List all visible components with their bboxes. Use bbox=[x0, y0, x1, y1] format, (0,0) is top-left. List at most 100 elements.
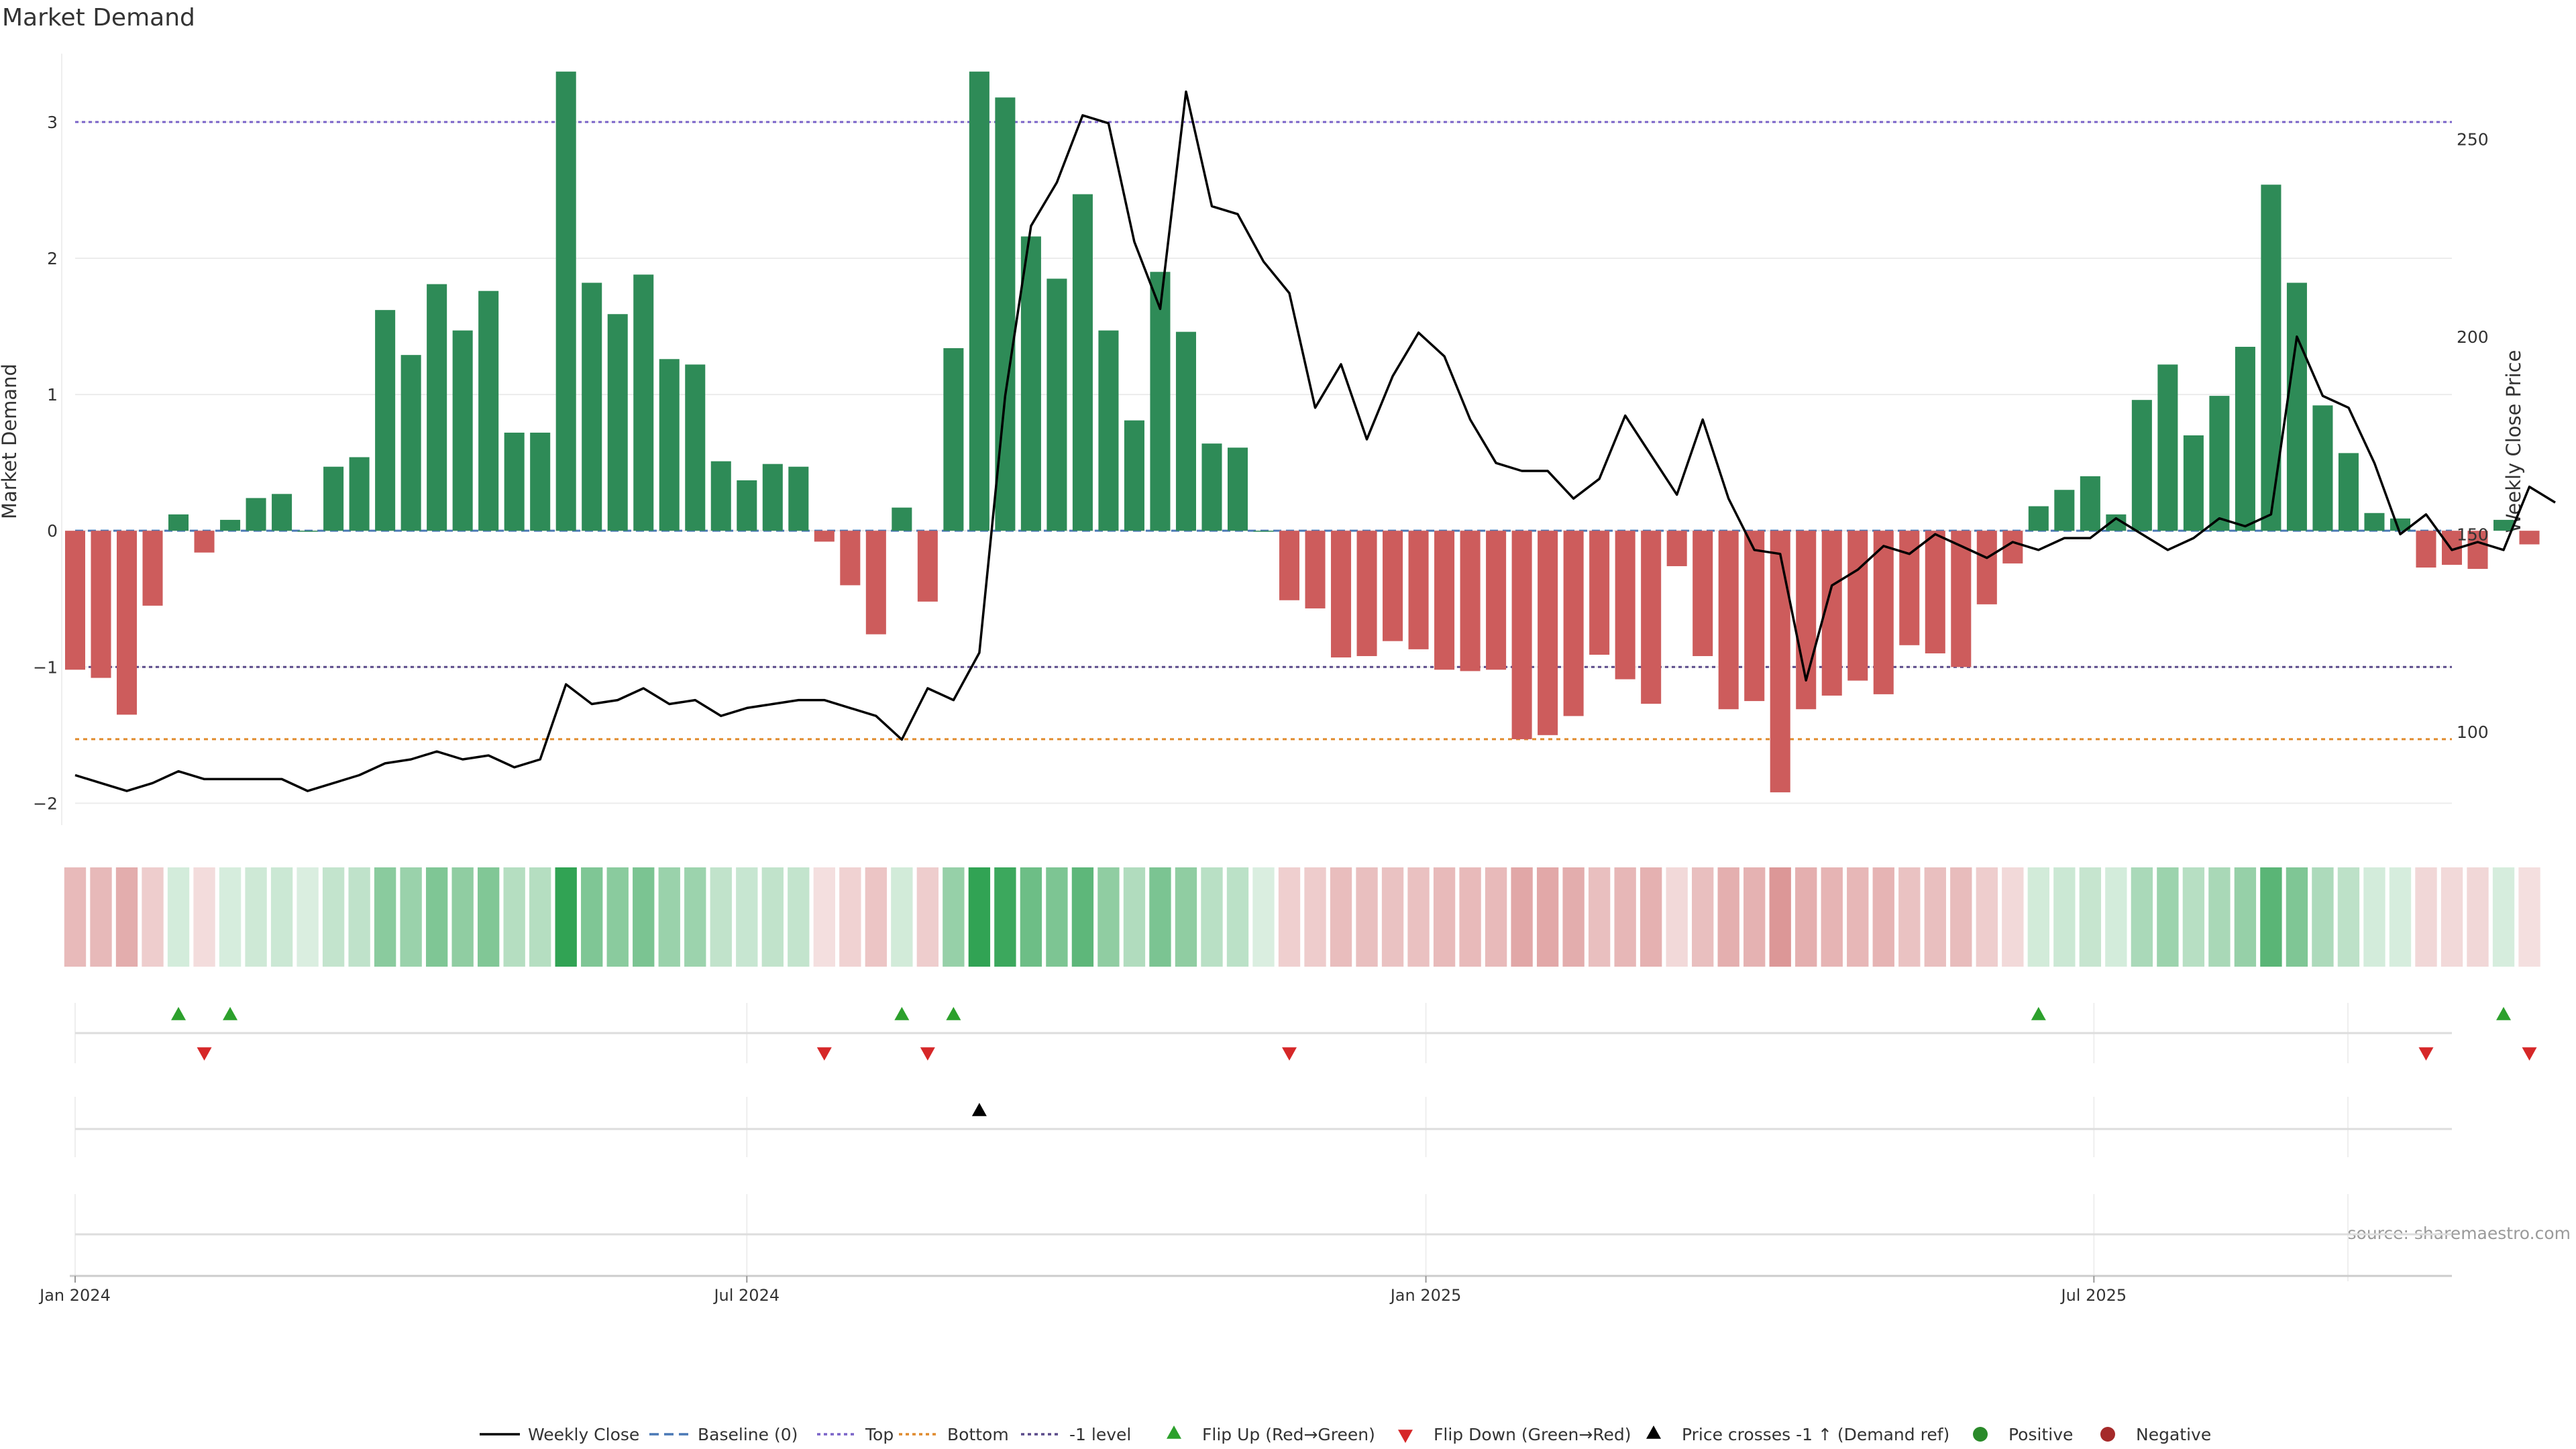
demand-bar bbox=[194, 531, 215, 553]
demand-bar bbox=[375, 310, 396, 531]
heat-cell bbox=[529, 867, 551, 967]
demand-bar bbox=[246, 498, 266, 531]
heat-cell bbox=[1562, 867, 1585, 967]
heat-cell bbox=[1950, 867, 1972, 967]
demand-bar bbox=[1744, 531, 1765, 702]
heat-cell bbox=[2389, 867, 2412, 967]
heat-cell bbox=[684, 867, 706, 967]
demand-bar bbox=[1046, 278, 1067, 531]
demand-bar bbox=[1796, 531, 1817, 710]
heat-cell bbox=[245, 867, 267, 967]
demand-bar bbox=[710, 461, 731, 531]
heat-cell bbox=[1666, 867, 1688, 967]
demand-bar bbox=[1951, 531, 1972, 667]
heat-cell bbox=[1020, 867, 1042, 967]
demand-bar bbox=[1770, 531, 1790, 793]
flip-down-marker bbox=[816, 1047, 832, 1061]
heat-cell bbox=[736, 867, 758, 967]
heat-cell bbox=[633, 867, 655, 967]
heat-cell bbox=[1898, 867, 1921, 967]
demand-bar bbox=[1150, 272, 1171, 531]
heat-cell bbox=[1769, 867, 1791, 967]
price-line-group bbox=[74, 90, 2556, 792]
demand-bar bbox=[91, 531, 111, 678]
heat-cell bbox=[1459, 867, 1481, 967]
demand-bar bbox=[1666, 531, 1687, 566]
heat-cell bbox=[788, 867, 810, 967]
flip-down-marker bbox=[2522, 1047, 2537, 1061]
heat-cell bbox=[1330, 867, 1352, 967]
demand-bar bbox=[1098, 330, 1119, 531]
heat-cell bbox=[2053, 867, 2076, 967]
price-cross-legend-label: Price crosses -1 ↑ (Demand ref) bbox=[1682, 1425, 1949, 1444]
negative-legend-label: Negative bbox=[2136, 1425, 2211, 1444]
positive-legend-label: Positive bbox=[2008, 1425, 2073, 1444]
y-tick-right: 100 bbox=[2457, 722, 2489, 742]
demand-bar bbox=[1873, 531, 1894, 694]
demand-bar bbox=[2054, 490, 2075, 531]
flip-up-marker bbox=[223, 1007, 238, 1020]
heat-cell bbox=[1640, 867, 1662, 967]
heat-cell bbox=[2208, 867, 2231, 967]
demand-bar bbox=[1847, 531, 1868, 681]
heat-cell bbox=[2260, 867, 2282, 967]
minus-one-legend-label: -1 level bbox=[1069, 1425, 1131, 1444]
demand-bar bbox=[2209, 396, 2230, 531]
heat-cell bbox=[2492, 867, 2515, 967]
demand-heat-strip bbox=[64, 867, 2540, 967]
heat-cell bbox=[142, 867, 164, 967]
flip-up-legend-marker bbox=[1167, 1426, 1181, 1439]
heat-cell bbox=[1743, 867, 1766, 967]
heat-cell bbox=[2415, 867, 2437, 967]
heat-cell bbox=[2363, 867, 2385, 967]
demand-bar bbox=[1434, 531, 1455, 670]
demand-bar bbox=[607, 314, 628, 531]
heat-cell bbox=[1149, 867, 1171, 967]
demand-bar bbox=[2519, 531, 2540, 545]
flip-up-marker bbox=[946, 1007, 961, 1020]
demand-bar bbox=[530, 432, 551, 531]
demand-bar bbox=[1383, 531, 1403, 641]
demand-bar bbox=[2261, 184, 2282, 531]
flip-up-marker bbox=[2496, 1007, 2512, 1020]
top-legend-label: Top bbox=[865, 1425, 894, 1444]
demand-bar bbox=[117, 531, 138, 715]
negative-legend-marker bbox=[2100, 1427, 2115, 1442]
flip-down-marker bbox=[197, 1047, 212, 1061]
demand-bar bbox=[943, 348, 964, 531]
heat-cell bbox=[1536, 867, 1559, 967]
chart-title: Market Demand bbox=[2, 4, 195, 32]
demand-bar bbox=[2338, 453, 2359, 531]
demand-bar bbox=[1718, 531, 1739, 710]
demand-bar bbox=[1408, 531, 1429, 649]
demand-bar bbox=[2157, 364, 2178, 531]
heat-cell bbox=[115, 867, 138, 967]
heat-cell bbox=[193, 867, 215, 967]
demand-bar bbox=[1563, 531, 1584, 716]
y-tick-left: −1 bbox=[33, 657, 58, 677]
heat-cell bbox=[270, 867, 293, 967]
demand-bar bbox=[1356, 531, 1377, 657]
heat-cell bbox=[167, 867, 190, 967]
demand-bar bbox=[452, 330, 473, 531]
heat-cell bbox=[503, 867, 525, 967]
demand-bar bbox=[969, 71, 989, 531]
heat-cell bbox=[1511, 867, 1533, 967]
demand-bar bbox=[2131, 400, 2152, 531]
flip-up-legend-label: Flip Up (Red→Green) bbox=[1202, 1425, 1375, 1444]
heat-cell bbox=[2440, 867, 2463, 967]
heat-cell bbox=[1252, 867, 1275, 967]
flip-markers-panel bbox=[74, 1003, 2537, 1063]
demand-bar bbox=[1305, 531, 1326, 608]
demand-bar bbox=[1538, 531, 1558, 735]
demand-bar bbox=[737, 480, 757, 531]
demand-bar bbox=[762, 464, 783, 531]
heat-cell bbox=[1278, 867, 1301, 967]
heat-cell bbox=[1692, 867, 1714, 967]
demand-bar bbox=[2286, 282, 2307, 531]
heat-cell bbox=[1976, 867, 1998, 967]
demand-bar bbox=[1020, 236, 1041, 531]
demand-bar bbox=[400, 355, 421, 531]
flip-down-marker bbox=[2418, 1047, 2434, 1061]
